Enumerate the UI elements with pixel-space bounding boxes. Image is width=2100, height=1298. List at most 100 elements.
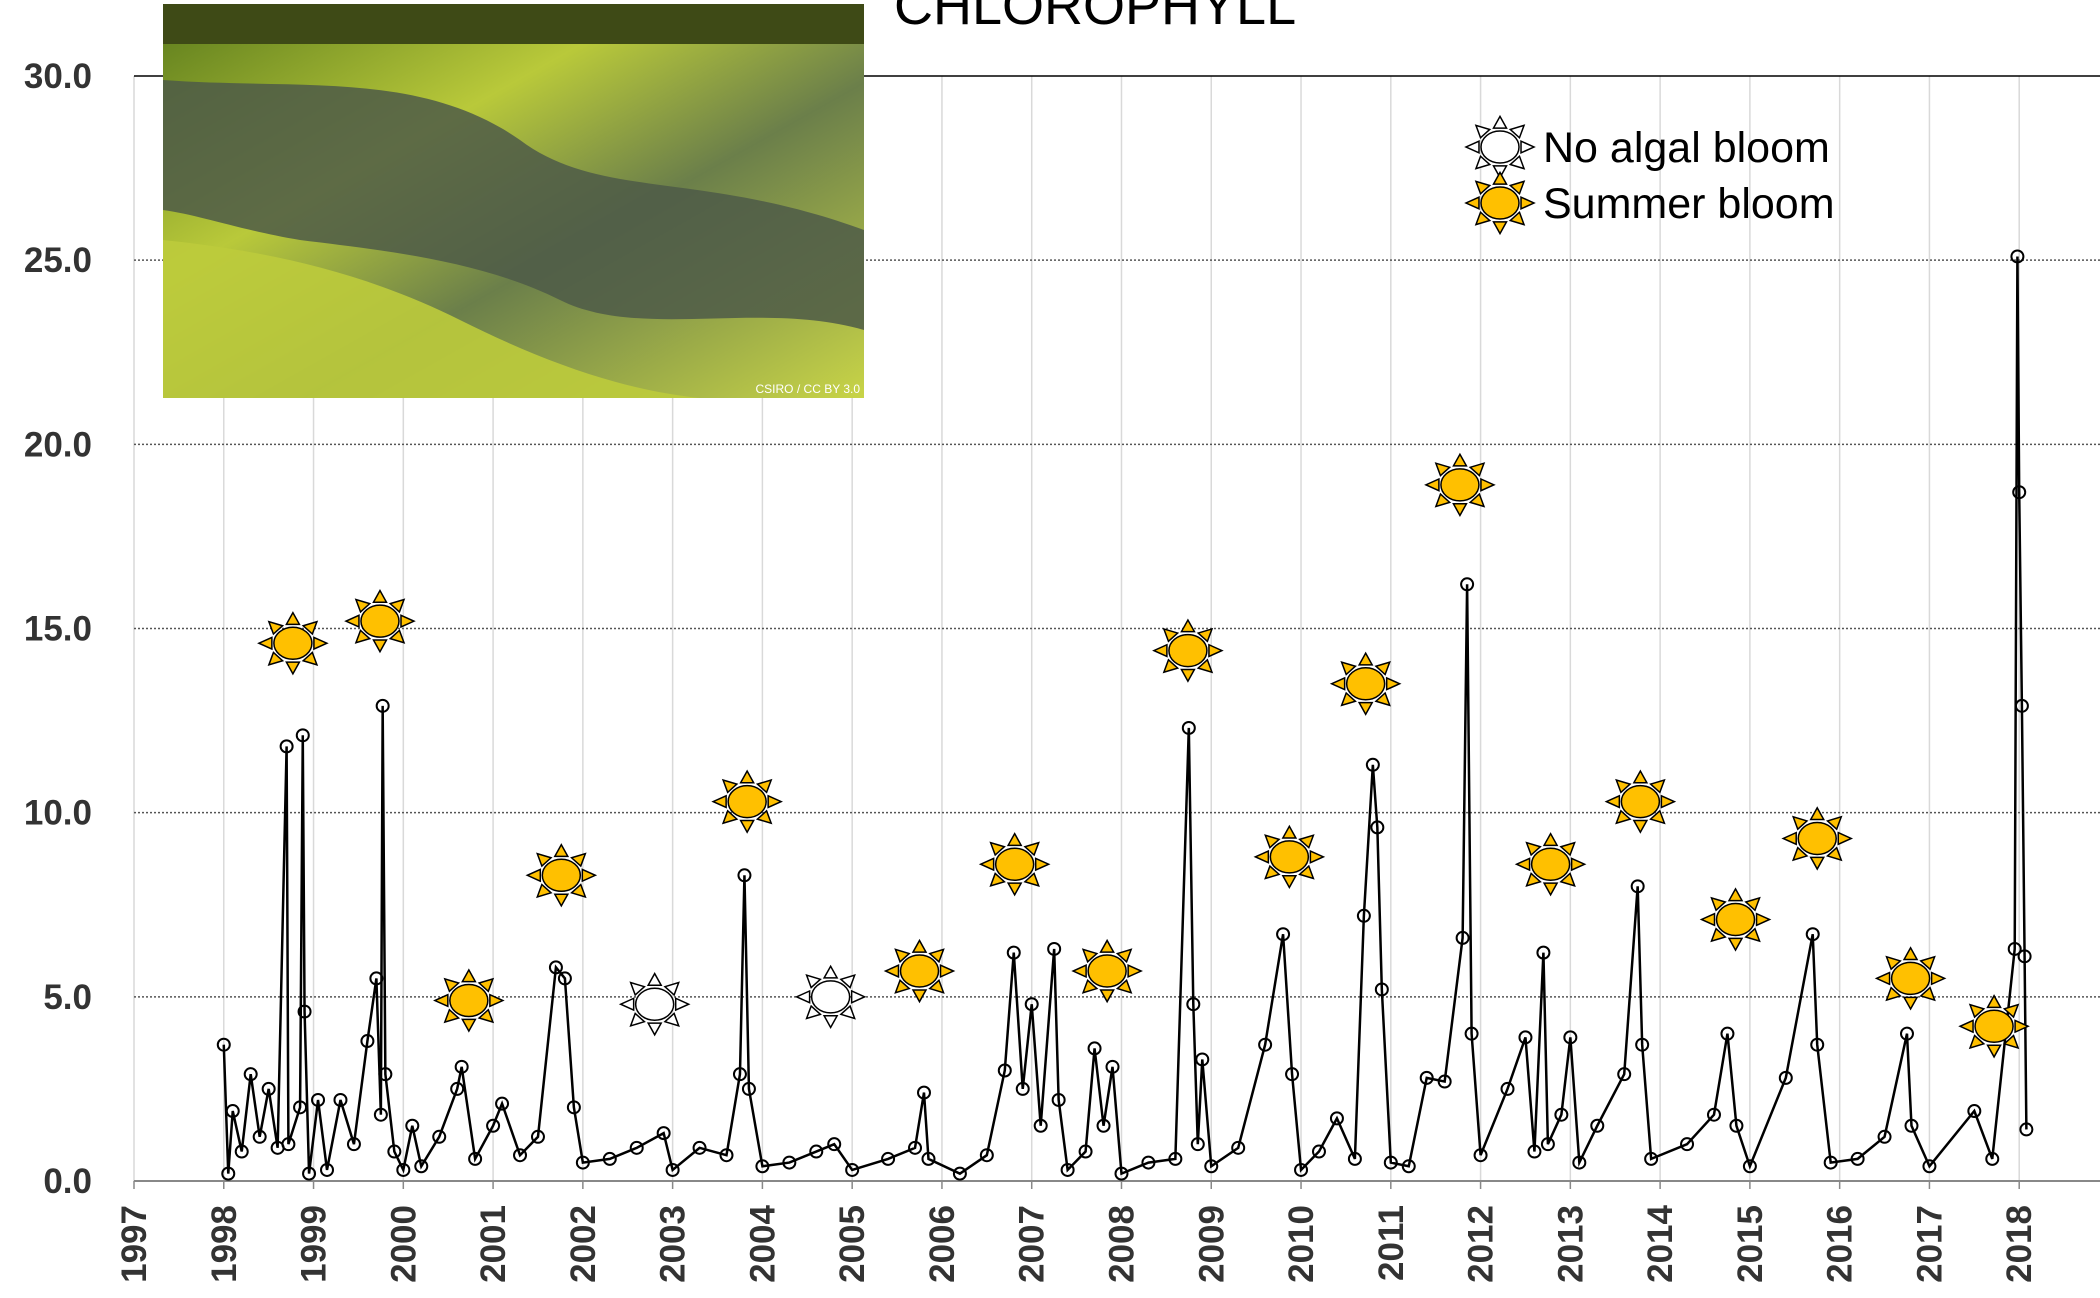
data-point (1554, 1107, 1569, 1122)
x-tick-label: 2009 (1192, 1205, 1231, 1283)
data-point (2012, 485, 2027, 500)
data-point (952, 1166, 967, 1181)
data-point (225, 1104, 240, 1119)
data-point (827, 1137, 842, 1152)
x-tick-label: 2004 (743, 1204, 782, 1282)
data-point (1186, 997, 1201, 1012)
data-point (1024, 997, 1039, 1012)
data-point (1311, 1144, 1326, 1159)
data-point (486, 1118, 501, 1133)
data-point (1294, 1162, 1309, 1177)
y-tick-label: 0.0 (43, 1162, 92, 1201)
data-point (1810, 1037, 1825, 1052)
x-tick-label: 2011 (1372, 1205, 1411, 1281)
bloom-marker (1781, 806, 1854, 871)
x-tick-label: 2001 (474, 1205, 513, 1283)
data-point (1347, 1151, 1362, 1166)
data-point (755, 1159, 770, 1174)
data-point (921, 1151, 936, 1166)
data-point (378, 1067, 393, 1082)
data-point (1033, 1118, 1048, 1133)
data-point (1060, 1162, 1075, 1177)
data-point (1778, 1070, 1793, 1085)
legend-label: Summer bloom (1543, 180, 1835, 228)
y-tick-label: 15.0 (24, 610, 92, 649)
data-point (1087, 1041, 1102, 1056)
x-tick-label: 2006 (923, 1205, 962, 1283)
data-point (414, 1159, 429, 1174)
bloom-marker (1424, 452, 1496, 517)
data-point (809, 1144, 824, 1159)
data-point (1590, 1118, 1605, 1133)
data-point (1518, 1030, 1533, 1045)
data-point (1096, 1118, 1111, 1133)
data-point (566, 1100, 581, 1115)
data-point (1617, 1067, 1632, 1082)
bloom-marker (525, 843, 598, 908)
x-tick-label: 2008 (1102, 1205, 1141, 1283)
data-point (1455, 930, 1470, 945)
data-point (741, 1081, 756, 1096)
data-point (513, 1148, 528, 1163)
data-point (1329, 1111, 1344, 1126)
bloom-marker (1514, 832, 1587, 897)
data-point (1114, 1166, 1129, 1181)
data-point (346, 1137, 361, 1152)
data-point (1168, 1151, 1183, 1166)
data-point (261, 1081, 276, 1096)
data-point (1419, 1070, 1434, 1085)
data-point (1285, 1067, 1300, 1082)
bloom-marker (1464, 170, 1536, 236)
data-point (2019, 1122, 2034, 1137)
data-point (375, 698, 390, 713)
data-point (369, 971, 384, 986)
y-tick-label: 25.0 (24, 241, 92, 280)
data-point (1365, 757, 1380, 772)
data-point (979, 1148, 994, 1163)
data-point (281, 1137, 296, 1152)
data-point (1805, 927, 1820, 942)
data-point (737, 868, 752, 883)
data-point (293, 1100, 308, 1115)
data-point (1644, 1151, 1659, 1166)
data-point (1437, 1074, 1452, 1089)
bloom-marker (1071, 938, 1143, 1004)
data-point (1141, 1155, 1156, 1170)
bloom-marker (711, 769, 783, 834)
data-point (1742, 1159, 1757, 1174)
data-point (1922, 1159, 1937, 1174)
data-point (530, 1129, 545, 1144)
data-point (373, 1107, 388, 1122)
chart-title: CHLOROPHYLL (894, 0, 1296, 36)
data-point (243, 1067, 258, 1082)
data-point (548, 960, 563, 975)
data-point (782, 1155, 797, 1170)
data-point (468, 1151, 483, 1166)
x-tick-label: 2017 (1910, 1205, 1949, 1283)
x-tick-label: 2007 (1013, 1205, 1052, 1283)
data-point (656, 1126, 671, 1141)
data-point (1572, 1155, 1587, 1170)
data-point (1181, 720, 1196, 735)
data-point (1370, 820, 1385, 835)
data-point (1630, 879, 1645, 894)
x-tick-label: 2000 (384, 1205, 423, 1283)
data-point (1195, 1052, 1210, 1067)
data-point (1536, 945, 1551, 960)
data-point (432, 1129, 447, 1144)
x-tick-label: 2002 (564, 1205, 603, 1283)
data-point (333, 1092, 348, 1107)
data-point (1877, 1129, 1892, 1144)
data-point (405, 1118, 420, 1133)
data-point (302, 1166, 317, 1181)
data-point (1680, 1137, 1695, 1152)
data-point (1904, 1118, 1919, 1133)
data-point (602, 1151, 617, 1166)
data-point (845, 1162, 860, 1177)
data-point (692, 1140, 707, 1155)
bloom-marker (978, 832, 1051, 897)
x-tick-label: 2003 (654, 1205, 693, 1283)
data-point (450, 1081, 465, 1096)
plot (216, 249, 2034, 1181)
